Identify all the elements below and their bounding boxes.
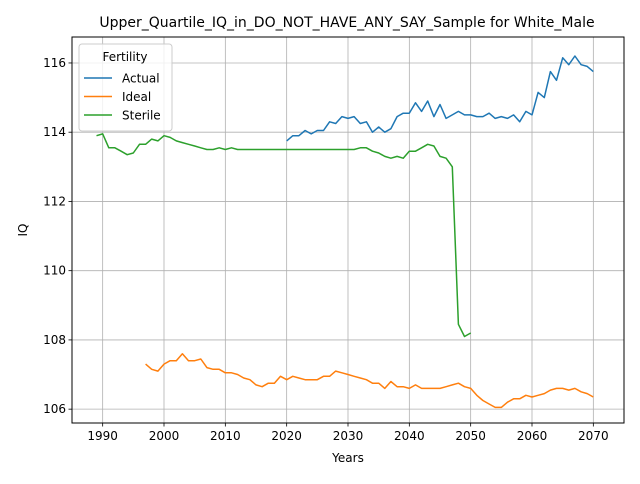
x-tick-label: 1990 xyxy=(87,429,118,443)
y-tick-label: 110 xyxy=(43,264,66,278)
y-tick-label: 112 xyxy=(43,194,66,208)
series-line-ideal xyxy=(145,353,594,409)
legend-items: Actual Ideal Sterile xyxy=(84,72,161,123)
x-tick-label: 2020 xyxy=(271,429,302,443)
y-tick-label: 106 xyxy=(43,402,66,416)
x-tick-label: 2050 xyxy=(455,429,486,443)
legend-title: Fertility xyxy=(102,50,147,64)
legend-label-actual: Actual xyxy=(122,72,160,86)
chart-title: Upper_Quartile_IQ_in_DO_NOT_HAVE_ANY_SAY… xyxy=(99,15,594,31)
legend-label-sterile: Sterile xyxy=(122,109,161,123)
legend-box xyxy=(78,43,173,132)
x-tick-label: 2010 xyxy=(210,429,241,443)
legend-label-ideal: Ideal xyxy=(122,90,151,104)
series-lines xyxy=(96,55,594,409)
x-tick-label: 2000 xyxy=(149,429,180,443)
y-axis-label: IQ xyxy=(16,224,30,237)
x-axis-label: Years xyxy=(331,451,364,465)
legend: Fertility Actual Ideal Sterile xyxy=(78,43,173,132)
series-line-actual xyxy=(286,55,594,142)
x-tick-label: 2030 xyxy=(333,429,364,443)
grid-lines xyxy=(72,37,624,423)
axis-ticks: 1990 2000 2010 2020 2030 2040 2050 2060 2070 106 1… xyxy=(43,56,609,443)
x-tick-label: 2040 xyxy=(394,429,425,443)
x-tick-label: 2060 xyxy=(517,429,548,443)
series-line-sterile xyxy=(96,133,472,338)
y-tick-label: 108 xyxy=(43,333,66,347)
y-tick-label: 114 xyxy=(43,125,66,139)
y-tick-label: 116 xyxy=(43,56,66,70)
x-tick-label: 2070 xyxy=(578,429,609,443)
